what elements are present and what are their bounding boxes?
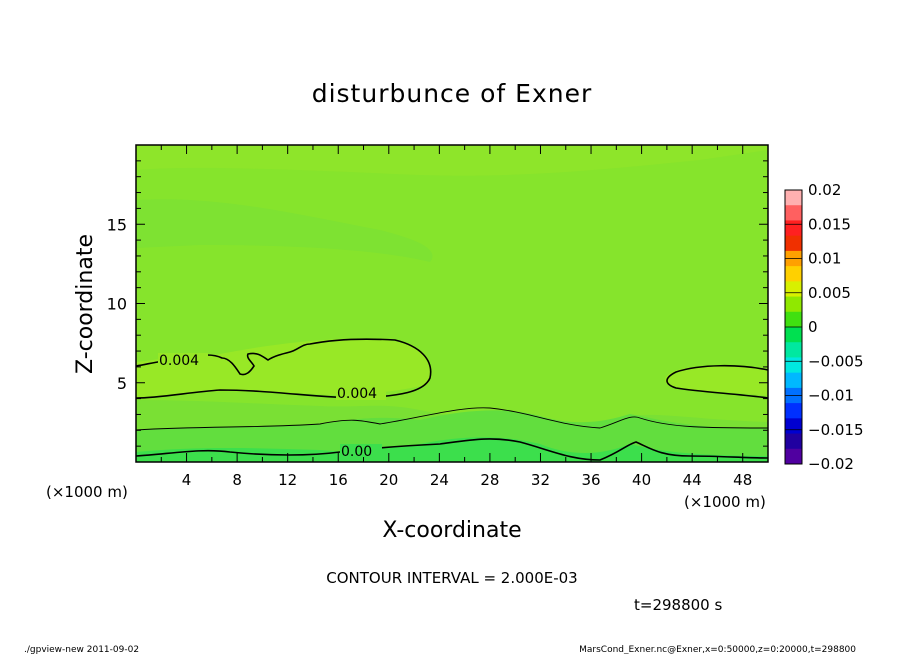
plot-area: 0.004 0.004 0.00: [135, 144, 769, 463]
x-tick-label: 8: [232, 471, 242, 489]
y-tick-label: 15: [107, 215, 127, 234]
colorbar-label: 0.01: [808, 250, 841, 268]
contour-0.00: [135, 438, 769, 461]
colorbar-label: 0.005: [808, 284, 851, 302]
colorbar-label: 0.015: [808, 215, 851, 233]
band-2: [136, 410, 768, 462]
colorbar-cell: [785, 311, 802, 328]
colorbar-label: 0: [808, 318, 818, 336]
y-tick-label: 10: [107, 295, 127, 314]
colorbar: 0.02 0.015 0.01 0.005 0 −0.005 −0.01 −0.015 −0.0…: [784, 181, 864, 473]
x-tick-label: 20: [379, 471, 398, 489]
footer-right: MarsCond_Exner.nc@Exner,x=0:50000,z=0:20…: [579, 645, 856, 654]
x-tick-label: 48: [733, 471, 752, 489]
colorbar-label: 0.02: [808, 181, 841, 199]
colorbar-cell: [785, 296, 802, 313]
time-text: t=298800 s: [634, 596, 722, 614]
y-axis-label: Z-coordinate: [73, 234, 98, 374]
footer-left: ./gpview-new 2011-09-02: [24, 645, 139, 654]
x-unit-left: (×1000 m): [46, 483, 128, 501]
colorbar-cell: [785, 266, 802, 282]
colorbar-cell: [785, 190, 802, 206]
x-tick-label: 36: [581, 471, 600, 489]
high-region-right: [664, 365, 768, 396]
colorbar-label: −0.01: [808, 387, 854, 405]
contour-label: 0.00: [341, 444, 372, 460]
colorbar-cell: [785, 372, 802, 389]
mid-patch: [136, 199, 433, 262]
high-region-left: [136, 338, 432, 398]
x-tick-label: 24: [430, 471, 449, 489]
x-tick-label: 28: [480, 471, 499, 489]
upper-region: [136, 145, 768, 176]
contour-0.004-right: [666, 364, 769, 399]
x-tick-label: 32: [531, 471, 550, 489]
colorbar-cell: [785, 220, 802, 237]
x-unit-right: (×1000 m): [684, 493, 766, 511]
contour-label: 0.004: [337, 386, 377, 402]
colorbar-cell: [785, 433, 802, 450]
colorbar-cell: [785, 403, 802, 419]
colorbar-cell: [785, 357, 802, 374]
contour-label-bg-1: [158, 353, 208, 367]
colorbar-cell: [785, 418, 802, 435]
contour-label-bg-3: [340, 444, 382, 458]
colorbar-label: −0.005: [808, 352, 864, 370]
x-tick-label: 44: [683, 471, 702, 489]
x-axis-label: X-coordinate: [382, 518, 521, 543]
contour-0.002: [135, 407, 769, 431]
y-axis: 5 10 15: [107, 144, 768, 463]
x-axis: 4 8 12 16 20 24 28 32 36 40 44 48: [135, 145, 769, 489]
x-tick-label: 4: [182, 471, 192, 489]
contour-label-bg-2: [336, 386, 386, 400]
colorbar-cell: [785, 281, 802, 298]
x-tick-label: 40: [632, 471, 651, 489]
colorbar-cell: [785, 205, 802, 221]
colorbar-cell: [785, 235, 802, 252]
chart-title: disturbunce of Exner: [312, 79, 593, 108]
colorbar-label: −0.015: [808, 421, 864, 439]
colorbar-label: −0.02: [808, 455, 854, 473]
x-tick-label: 12: [278, 471, 297, 489]
colorbar-cell: [785, 342, 802, 358]
colorbar-cell: [785, 327, 802, 343]
colorbar-cell: [785, 448, 802, 465]
x-tick-label: 16: [329, 471, 348, 489]
contour-label: 0.004: [159, 353, 199, 369]
y-tick-label: 5: [117, 374, 127, 393]
contour-interval-text: CONTOUR INTERVAL = 2.000E-03: [326, 569, 577, 587]
